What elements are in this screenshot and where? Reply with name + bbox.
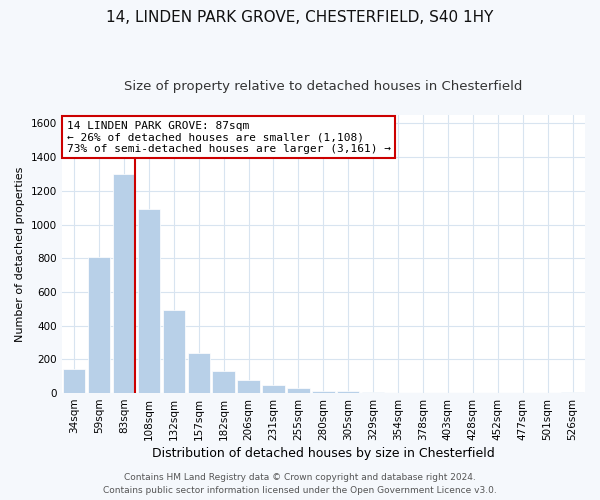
Bar	[188, 354, 210, 393]
X-axis label: Distribution of detached houses by size in Chesterfield: Distribution of detached houses by size …	[152, 447, 495, 460]
Bar	[238, 380, 260, 393]
Bar	[562, 392, 584, 393]
Text: 14 LINDEN PARK GROVE: 87sqm
← 26% of detached houses are smaller (1,108)
73% of : 14 LINDEN PARK GROVE: 87sqm ← 26% of det…	[67, 120, 391, 154]
Bar	[63, 370, 85, 393]
Y-axis label: Number of detached properties: Number of detached properties	[15, 166, 25, 342]
Bar	[362, 392, 385, 393]
Bar	[212, 371, 235, 393]
Bar	[113, 174, 135, 393]
Bar	[163, 310, 185, 393]
Bar	[262, 384, 285, 393]
Bar	[312, 390, 335, 393]
Bar	[337, 392, 359, 393]
Bar	[287, 388, 310, 393]
Bar	[88, 256, 110, 393]
Title: Size of property relative to detached houses in Chesterfield: Size of property relative to detached ho…	[124, 80, 523, 93]
Text: 14, LINDEN PARK GROVE, CHESTERFIELD, S40 1HY: 14, LINDEN PARK GROVE, CHESTERFIELD, S40…	[106, 10, 494, 25]
Text: Contains HM Land Registry data © Crown copyright and database right 2024.
Contai: Contains HM Land Registry data © Crown c…	[103, 474, 497, 495]
Bar	[137, 208, 160, 393]
